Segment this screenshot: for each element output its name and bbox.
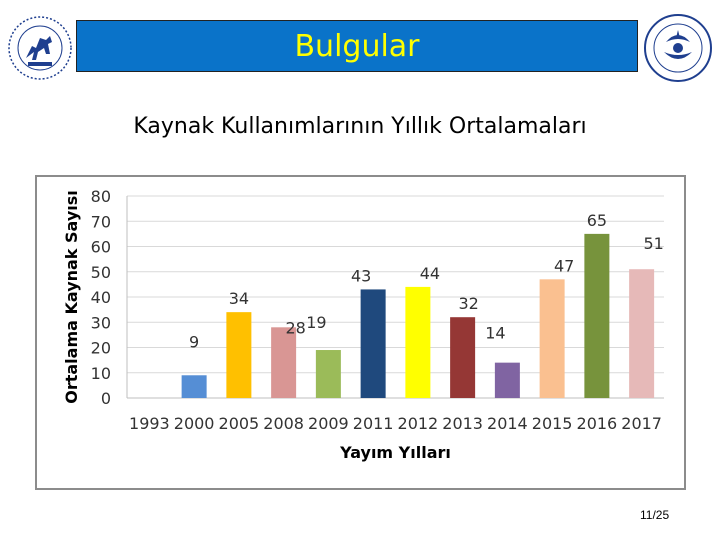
x-tick-label: 2015 — [532, 414, 573, 433]
y-tick-label: 80 — [91, 187, 111, 206]
bar — [405, 286, 431, 398]
bar — [494, 362, 520, 398]
data-label: 51 — [643, 234, 663, 253]
x-tick-label: 2016 — [577, 414, 618, 433]
data-label: 65 — [587, 211, 607, 230]
bar — [271, 327, 297, 398]
x-tick-label: 2017 — [621, 414, 662, 433]
bar — [629, 269, 655, 398]
data-label: 44 — [420, 264, 440, 283]
x-axis-title: Yayım Yılları — [339, 443, 451, 462]
university-seal-emblem-icon — [644, 14, 712, 82]
bar — [315, 350, 341, 398]
data-label: 9 — [189, 332, 199, 351]
y-axis-title: Ortalama Kaynak Sayısı — [62, 190, 81, 404]
bar — [360, 289, 386, 398]
chart-frame: 0 10 20 30 40 50 60 70 80 1993 9 2000 34 2005 28 2008 19… — [35, 175, 686, 490]
y-tick-label: 10 — [91, 364, 111, 383]
y-tick-label: 0 — [101, 389, 111, 408]
data-label: 14 — [485, 324, 505, 343]
y-tick-label: 40 — [91, 288, 111, 307]
data-label: 34 — [229, 289, 249, 308]
bar-chart: 0 10 20 30 40 50 60 70 80 1993 9 2000 34 2005 28 2008 19… — [62, 187, 664, 462]
data-label: 19 — [306, 313, 326, 332]
bar — [584, 233, 610, 398]
bar — [226, 312, 252, 398]
x-tick-label: 2011 — [353, 414, 394, 433]
bar — [450, 317, 476, 398]
x-tick-label: 2005 — [219, 414, 260, 433]
chart-title: Kaynak Kullanımlarının Yıllık Ortalamala… — [133, 114, 587, 139]
y-tick-label: 50 — [91, 263, 111, 282]
x-tick-label: 2008 — [263, 414, 304, 433]
x-tick-label: 2013 — [442, 414, 483, 433]
data-label: 43 — [351, 266, 371, 285]
page-number: 11/25 — [640, 508, 670, 522]
university-seal-horse-icon — [8, 16, 72, 80]
y-tick-label: 60 — [91, 238, 111, 257]
x-tick-label: 2009 — [308, 414, 349, 433]
bar — [539, 279, 565, 398]
y-tick-label: 30 — [91, 313, 111, 332]
data-label: 47 — [554, 256, 574, 275]
title-banner: Bulgular — [76, 20, 638, 72]
x-tick-label: 2000 — [174, 414, 215, 433]
x-tick-label: 1993 — [129, 414, 170, 433]
data-label: 28 — [285, 318, 305, 337]
y-tick-label: 20 — [91, 339, 111, 358]
y-tick-label: 70 — [91, 212, 111, 231]
bar — [181, 375, 207, 398]
x-tick-label: 2014 — [487, 414, 528, 433]
page-title: Bulgular — [294, 28, 420, 64]
x-tick-label: 2012 — [398, 414, 439, 433]
data-label: 32 — [458, 294, 478, 313]
